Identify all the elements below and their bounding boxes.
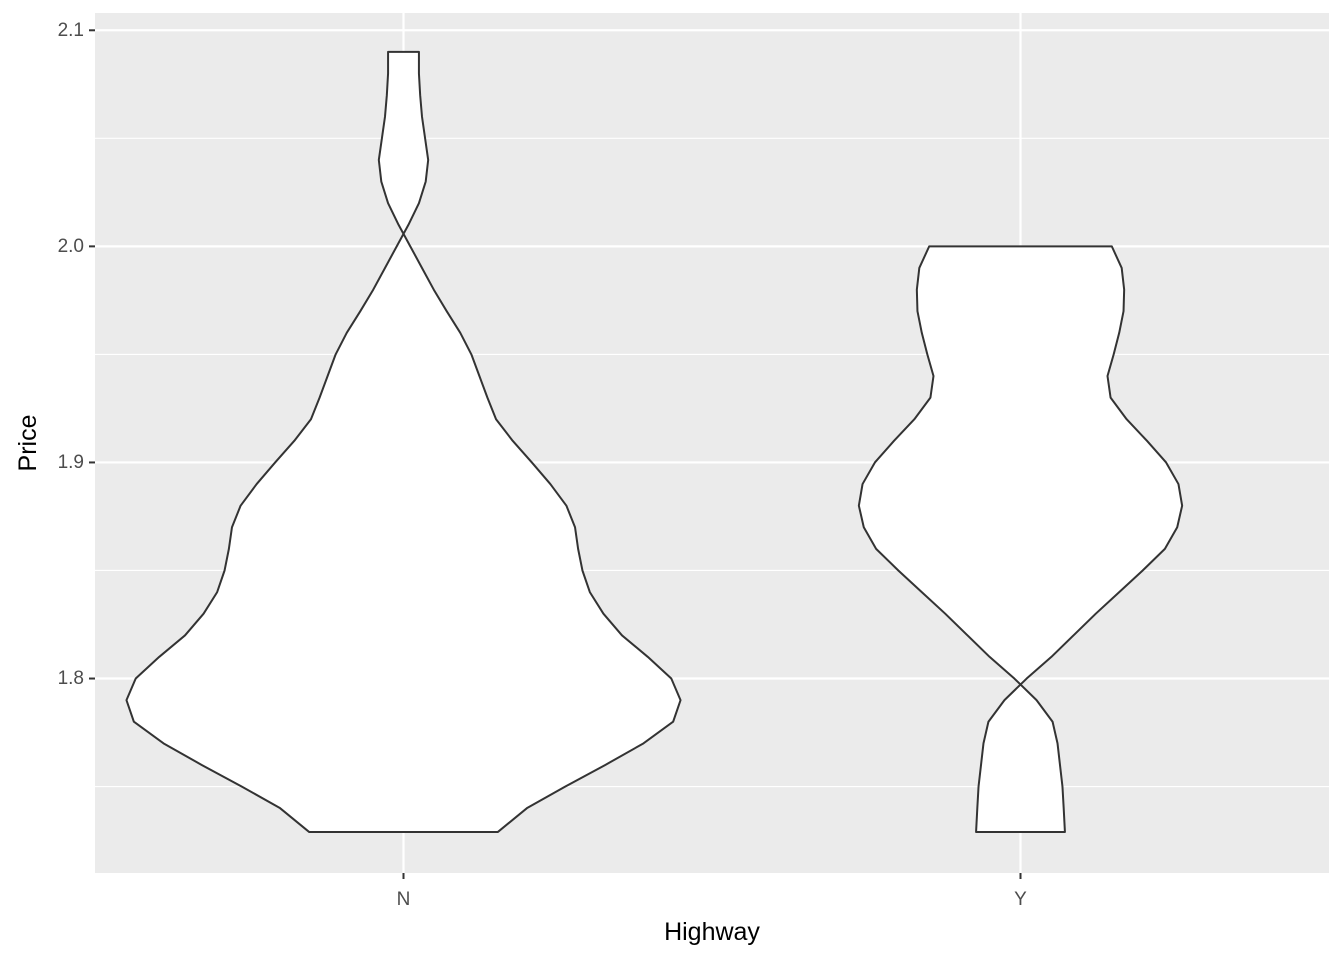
violins: [125, 50, 1184, 833]
y-tick-label: 2.0: [58, 236, 84, 257]
y-axis-title: Price: [14, 415, 42, 472]
x-tick-label: N: [397, 889, 411, 910]
x-axis-title: Highway: [664, 918, 760, 946]
x-tick-label: Y: [1014, 889, 1027, 910]
violin-n: [125, 50, 682, 833]
y-tick-label: 1.8: [58, 668, 84, 689]
violin-y: [857, 245, 1184, 833]
y-axis: 1.8 1.9 2.0 2.1: [58, 20, 95, 689]
y-tick-label: 2.1: [58, 20, 84, 41]
y-tick-label: 1.9: [58, 452, 84, 473]
